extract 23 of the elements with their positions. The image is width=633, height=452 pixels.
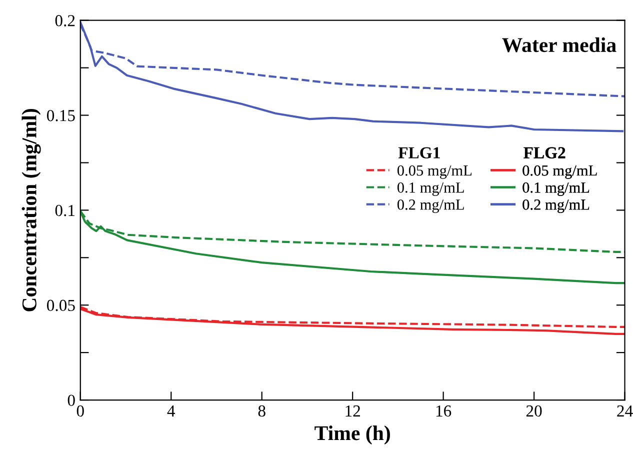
y-tick-label: 0.1 (55, 204, 75, 216)
y-tick-label: 0.2 (55, 15, 75, 26)
x-tick-label: 0 (76, 405, 84, 417)
legend-label: 0.1 mg/mL (397, 182, 464, 196)
y-tick-label: 0 (68, 394, 75, 406)
y-tick-label: 0.15 (47, 110, 75, 122)
legend-label: 0.2 mg/mL (522, 199, 590, 213)
x-tick-label: 12 (346, 405, 360, 416)
y-tick-label: 0.05 (47, 300, 75, 312)
text: FLG2 (524, 147, 566, 158)
x-axis-title: Time (h) (314, 426, 390, 444)
x-tick-label: 4 (167, 405, 176, 416)
legend-label: 0.1 mg/mL (522, 182, 590, 196)
x-tick-label: 16 (436, 405, 452, 417)
legend-label: 0.05 mg/mL (397, 165, 472, 179)
legend-label: 0.2 mg/mL (397, 199, 464, 213)
legend-label: 0.05 mg/mL (522, 165, 597, 179)
text: FLG1 (398, 147, 440, 158)
x-tick-label: 8 (258, 405, 266, 417)
x-tick-label: 20 (526, 405, 542, 417)
x-tick-label: 24 (617, 405, 633, 416)
annotation: Water media (502, 37, 616, 52)
y-axis-title: Concentration (mg/ml) (22, 108, 41, 312)
